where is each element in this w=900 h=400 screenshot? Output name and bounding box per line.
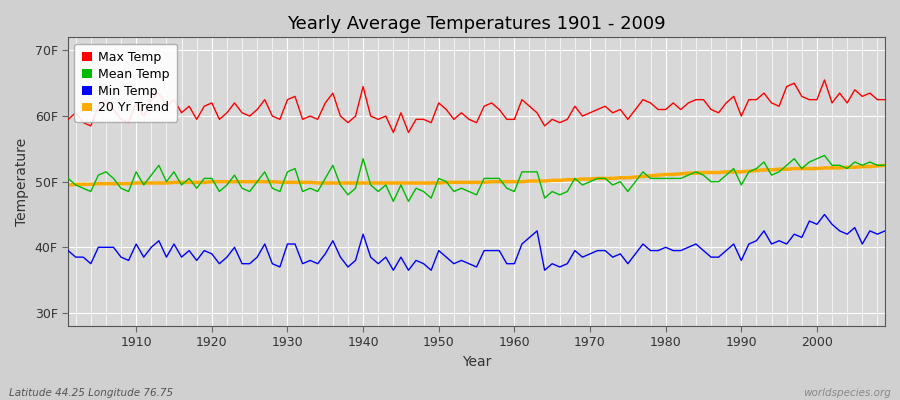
Mean Temp: [879, 163, 890, 168]
Max Temp: [509, 117, 520, 122]
Max Temp: [608, 110, 618, 115]
Min Temp: [879, 228, 890, 233]
Line: Min Temp: Min Temp: [68, 214, 885, 270]
Legend: Max Temp, Mean Temp, Min Temp, 20 Yr Trend: Max Temp, Mean Temp, Min Temp, 20 Yr Tre…: [75, 44, 177, 122]
20 Yr Trend: [63, 182, 74, 187]
Mean Temp: [290, 166, 301, 171]
20 Yr Trend: [501, 179, 512, 184]
Min Temp: [517, 242, 527, 246]
Max Temp: [819, 78, 830, 82]
Mean Temp: [819, 153, 830, 158]
20 Yr Trend: [335, 180, 346, 185]
Min Temp: [63, 248, 74, 253]
Min Temp: [123, 258, 134, 263]
Max Temp: [517, 97, 527, 102]
Mean Temp: [123, 189, 134, 194]
20 Yr Trend: [290, 180, 301, 185]
Max Temp: [290, 94, 301, 99]
Y-axis label: Temperature: Temperature: [15, 138, 29, 226]
Mean Temp: [517, 170, 527, 174]
Mean Temp: [509, 189, 520, 194]
Min Temp: [608, 255, 618, 260]
Text: Latitude 44.25 Longitude 76.75: Latitude 44.25 Longitude 76.75: [9, 388, 173, 398]
X-axis label: Year: Year: [462, 355, 491, 369]
20 Yr Trend: [123, 181, 134, 186]
Title: Yearly Average Temperatures 1901 - 2009: Yearly Average Temperatures 1901 - 2009: [287, 15, 666, 33]
20 Yr Trend: [509, 179, 520, 184]
Mean Temp: [63, 176, 74, 181]
Max Temp: [388, 130, 399, 135]
Text: worldspecies.org: worldspecies.org: [803, 388, 891, 398]
Max Temp: [123, 120, 134, 125]
Mean Temp: [388, 199, 399, 204]
20 Yr Trend: [599, 176, 610, 181]
Min Temp: [335, 255, 346, 260]
Max Temp: [63, 117, 74, 122]
Mean Temp: [335, 182, 346, 187]
Mean Temp: [608, 182, 618, 187]
Line: Mean Temp: Mean Temp: [68, 156, 885, 201]
Min Temp: [388, 268, 399, 273]
Min Temp: [509, 261, 520, 266]
Line: Max Temp: Max Temp: [68, 80, 885, 132]
Min Temp: [290, 242, 301, 246]
Max Temp: [879, 97, 890, 102]
Line: 20 Yr Trend: 20 Yr Trend: [68, 165, 885, 185]
Min Temp: [819, 212, 830, 217]
Max Temp: [335, 114, 346, 118]
20 Yr Trend: [879, 163, 890, 168]
